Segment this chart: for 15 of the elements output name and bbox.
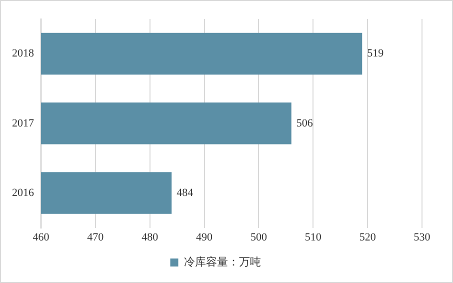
y-tick-label: 2017 <box>12 117 34 130</box>
x-tick-label: 530 <box>414 231 431 244</box>
data-label: 484 <box>176 186 194 199</box>
y-tick-label: 2018 <box>12 48 34 60</box>
x-tick-label: 470 <box>87 231 104 244</box>
x-tick-label: 460 <box>32 231 50 244</box>
data-label: 506 <box>296 117 314 130</box>
x-tick-label: 490 <box>196 231 214 244</box>
legend-label: 冷库容量：万吨 <box>184 255 261 268</box>
x-tick-label: 510 <box>304 231 322 244</box>
data-label: 519 <box>367 48 384 60</box>
y-tick-label: 2016 <box>12 186 34 199</box>
x-tick-label: 520 <box>359 231 376 244</box>
x-tick-label: 500 <box>250 231 268 244</box>
x-tick-label: 480 <box>142 231 159 244</box>
